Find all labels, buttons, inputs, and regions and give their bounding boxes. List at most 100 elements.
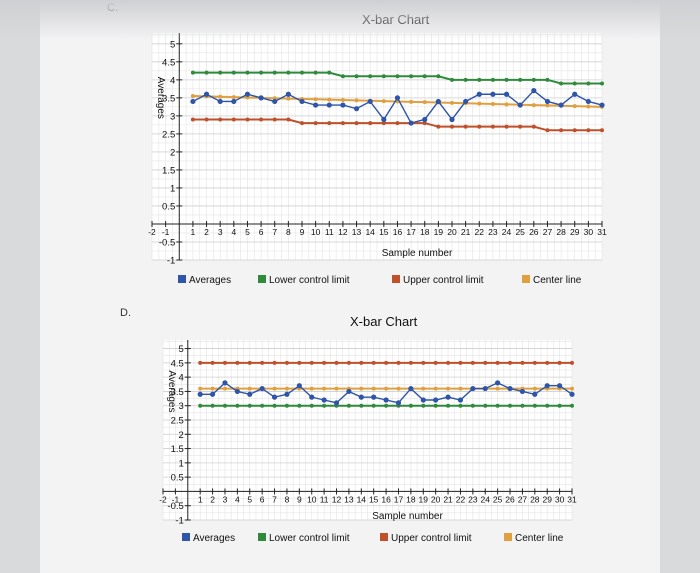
chartc-upper-control-limit-point [231,117,236,122]
chartd-x-tick-label: 21 [443,494,453,504]
chartc-lower-control-limit-point [545,77,550,82]
chartd-averages-point [544,383,550,389]
chartd-lower-control-limit-point [557,403,562,408]
chartc-averages-point [490,91,496,97]
chartd-x-tick-label: 14 [357,494,367,504]
chartc-center-line-point [504,102,509,107]
chartd-center-line-point [210,386,215,391]
chartc-upper-control-limit-point [327,121,332,126]
chartd-upper-control-limit-point [247,360,252,365]
chartc-x-axis-label: Sample number [382,248,453,259]
chartd-lower-control-limit-point [532,403,537,408]
chartc-y-tick-label: -1 [167,256,175,267]
chartc-x-tick-label: 20 [447,227,457,237]
chartd-x-tick-label: 29 [542,494,552,504]
chartc-x-tick-label: 10 [311,227,321,237]
chartd-lower-control-limit-point [247,403,252,408]
chartc-x-tick-label: 6 [259,227,264,237]
chartd-averages-point [371,394,377,400]
chartc-averages-point [258,95,264,101]
chartd-center-line-point [371,386,376,391]
chartd-x-tick-label: 30 [555,494,565,504]
chartd-lower-control-limit-point [458,403,463,408]
chartc-x-tick-label: 26 [529,227,539,237]
chartd-center-line-point [421,386,426,391]
chartd-y-tick-label: 4 [178,373,183,384]
chartd-lower-control-limit-point [322,403,327,408]
chartd-averages-point [532,391,538,397]
chartd-upper-control-limit-point [483,360,488,365]
chartd-upper-control-limit-point [408,360,413,365]
chartc-lower-control-limit-point [272,70,277,75]
chartd-averages-point [408,385,414,392]
chartc-center-line-point [477,101,482,106]
chartd-x-tick-label: 10 [307,494,317,504]
chartc-averages-point [203,91,210,97]
chartd-legend-swatch-upper-control-limit [380,533,388,541]
chartd-x-tick-label: 7 [272,494,277,504]
chart-d-title: X-bar Chart [350,314,418,329]
chartd-x-tick-label: 24 [481,494,491,504]
chartc-y-tick-label: 4.5 [162,57,175,68]
chartc-x-tick-label: 23 [488,227,498,237]
chartc-averages-point [435,98,441,105]
chartd-averages-point [309,394,315,400]
chartc-averages-point [585,98,591,105]
chartd-y-tick-label: -1 [175,516,183,527]
chartc-averages-point [503,91,510,97]
chartc-lower-control-limit-point [245,70,250,75]
chartd-legend-swatch-lower-control-limit [258,533,266,541]
chartc-x-tick-label: 24 [502,227,512,237]
chartd-center-line-point [570,386,574,391]
chartd-lower-control-limit-point [210,403,215,408]
chartc-y-tick-label: 1 [170,183,175,194]
chartd-x-tick-label: 6 [260,494,265,504]
chartc-x-tick-label: -1 [162,227,170,237]
chartd-lower-control-limit-point [371,403,376,408]
chartc-averages-point [299,98,305,105]
chartd-center-line-point [532,386,537,391]
chartc-lower-control-limit-point [190,70,195,75]
chartd-upper-control-limit-point [260,360,265,365]
chartc-averages-point [244,91,251,97]
chartc-x-tick-label: 13 [352,227,362,237]
chartd-averages-point [296,383,302,389]
chartc-y-tick-label: 2.5 [162,129,175,140]
chartc-y-tick-label: 0.5 [162,201,175,212]
chartc-upper-control-limit-point [218,117,223,122]
chartd-upper-control-limit-point [557,360,562,365]
chartc-center-line-point [190,94,195,99]
chartd-averages-point [383,397,389,403]
chartd-upper-control-limit-point [508,360,513,365]
chartd-x-tick-label: 17 [394,494,404,504]
chartd-lower-control-limit-point [297,403,302,408]
chartd-averages-point [507,385,513,392]
chartd-center-line-point [433,386,438,391]
chartd-center-line-point [359,386,364,391]
chartc-center-line-point [313,97,318,102]
chartd-averages-point [197,391,203,397]
chartc-averages-point [285,91,291,97]
chartc-averages-point [231,98,237,105]
chartd-center-line-point [222,386,227,391]
chartc-averages-point [340,102,346,108]
chartc-upper-control-limit-point [490,124,495,129]
chartc-averages-point [190,98,196,105]
chartd-y-axis-label: Averages [166,370,177,412]
chartd-lower-control-limit-point [483,403,488,408]
chartc-legend-swatch-lower-control-limit [258,275,266,283]
chartc-lower-control-limit-point [477,77,482,82]
chartd-x-tick-label: 31 [567,494,577,504]
chartc-averages-point [558,102,564,108]
chartc-x-tick-label: 1 [191,227,196,237]
chartd-x-tick-label: -1 [172,494,180,504]
chartc-lower-control-limit-point [586,81,591,86]
chartd-x-tick-label: 23 [468,494,478,504]
chartd-upper-control-limit-point [235,360,240,365]
chartd-upper-control-limit-point [198,360,203,365]
chartd-legend-label-center-line: Center line [515,533,564,544]
chartd-upper-control-limit-point [532,360,537,365]
chartc-lower-control-limit-point [531,77,536,82]
chartd-x-tick-label: 27 [518,494,528,504]
chartd-x-tick-label: 25 [493,494,503,504]
